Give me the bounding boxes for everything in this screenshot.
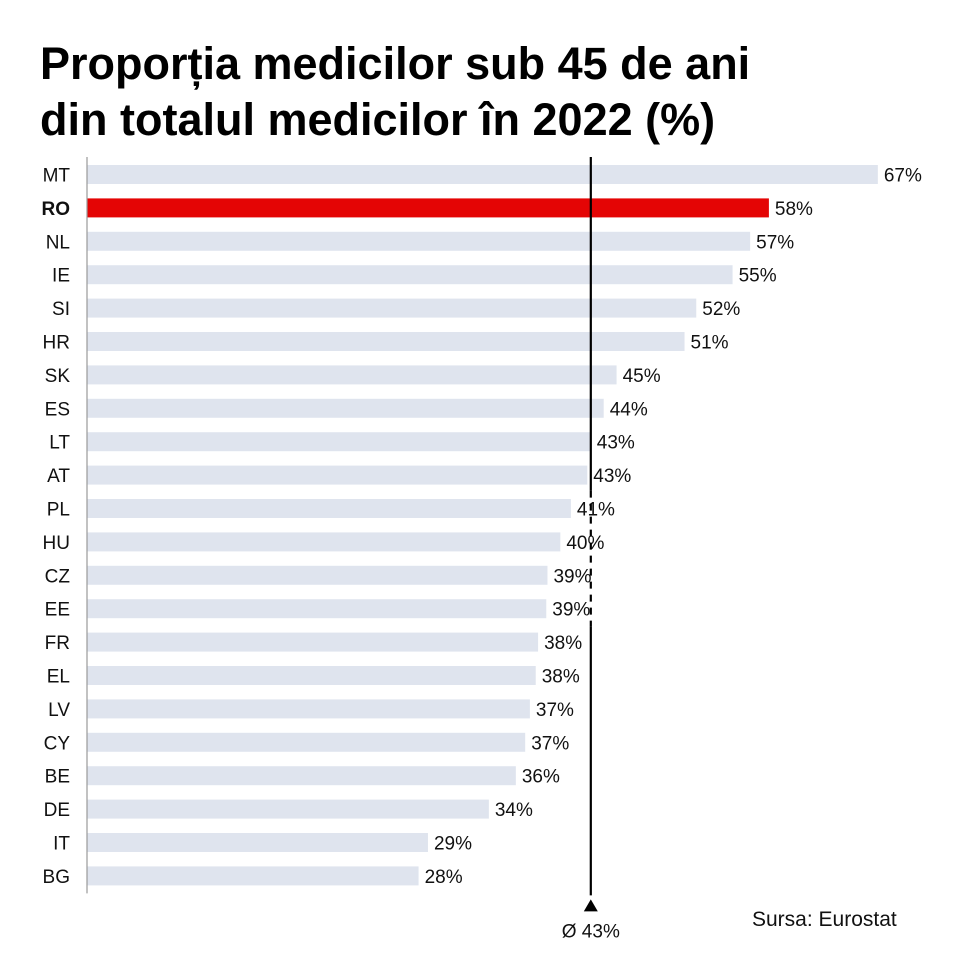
category-label-lv: LV: [48, 700, 70, 721]
bar-lt: [87, 432, 591, 452]
bar-nl: [87, 231, 751, 251]
category-label-lt: LT: [49, 433, 70, 454]
bar-at: [87, 465, 588, 485]
value-label-el: 38%: [542, 667, 580, 688]
value-label-bg: 28%: [425, 867, 463, 888]
source-note: Sursa: Eurostat: [752, 908, 897, 931]
bar-sk: [87, 365, 617, 385]
category-label-es: ES: [45, 399, 70, 420]
category-label-at: AT: [47, 466, 70, 487]
bar-ro: [87, 198, 769, 218]
value-label-lv: 37%: [536, 700, 574, 721]
value-label-mt: 67%: [884, 166, 922, 187]
value-label-ro: 58%: [775, 199, 813, 220]
bar-be: [87, 766, 516, 786]
chart-title-line-1: Proporția medicilor sub 45 de ani: [40, 38, 751, 89]
chart-title: Proporția medicilor sub 45 de ani din to…: [40, 36, 940, 148]
category-label-de: DE: [44, 800, 70, 821]
category-label-ro: RO: [42, 199, 71, 220]
value-label-at: 43%: [593, 466, 631, 487]
value-label-pl: 41%: [577, 500, 615, 521]
category-label-it: IT: [53, 834, 70, 855]
bar-el: [87, 666, 536, 685]
category-label-sk: SK: [45, 366, 71, 387]
bar-lv: [87, 699, 530, 719]
bar-bg: [87, 866, 419, 886]
value-label-be: 36%: [522, 767, 560, 788]
value-label-ee: 39%: [552, 600, 590, 621]
value-label-hu: 40%: [566, 533, 604, 554]
value-label-lt: 43%: [597, 433, 635, 454]
category-label-hr: HR: [43, 333, 70, 354]
value-label-nl: 57%: [756, 232, 794, 253]
bar-cy: [87, 732, 526, 752]
bar-ie: [87, 265, 733, 285]
category-label-pl: PL: [47, 500, 70, 521]
value-label-fr: 38%: [544, 633, 582, 654]
chart-title-line-2: din totalul medicilor în 2022 (%): [40, 94, 716, 145]
bar-de: [87, 799, 489, 819]
value-label-it: 29%: [434, 834, 472, 855]
bar-cz: [87, 565, 548, 585]
category-label-si: SI: [52, 299, 70, 320]
value-label-si: 52%: [702, 299, 740, 320]
category-label-fr: FR: [45, 633, 70, 654]
value-label-es: 44%: [610, 399, 648, 420]
value-label-hr: 51%: [691, 333, 729, 354]
value-label-ie: 55%: [739, 266, 777, 287]
value-label-de: 34%: [495, 800, 533, 821]
category-label-be: BE: [45, 767, 70, 788]
bar-fr: [87, 632, 539, 652]
value-label-sk: 45%: [623, 366, 661, 387]
category-label-nl: NL: [46, 232, 70, 253]
category-label-bg: BG: [43, 867, 70, 888]
category-label-el: EL: [47, 667, 70, 688]
category-label-hu: HU: [43, 533, 70, 554]
bar-es: [87, 398, 604, 418]
category-label-cz: CZ: [45, 566, 71, 587]
bar-it: [87, 833, 428, 852]
bar-ee: [87, 599, 547, 619]
bar-hu: [87, 532, 561, 552]
category-label-cy: CY: [44, 733, 71, 754]
category-label-ee: EE: [45, 600, 70, 621]
bar-si: [87, 298, 697, 318]
average-label: Ø 43%: [562, 921, 620, 942]
value-label-cy: 37%: [531, 733, 569, 754]
bar-pl: [87, 499, 571, 518]
category-label-mt: MT: [43, 166, 71, 187]
value-label-cz: 39%: [553, 566, 591, 587]
category-label-ie: IE: [52, 266, 70, 287]
bar-hr: [87, 332, 685, 351]
average-marker: [583, 899, 598, 912]
bar-mt: [87, 165, 878, 184]
